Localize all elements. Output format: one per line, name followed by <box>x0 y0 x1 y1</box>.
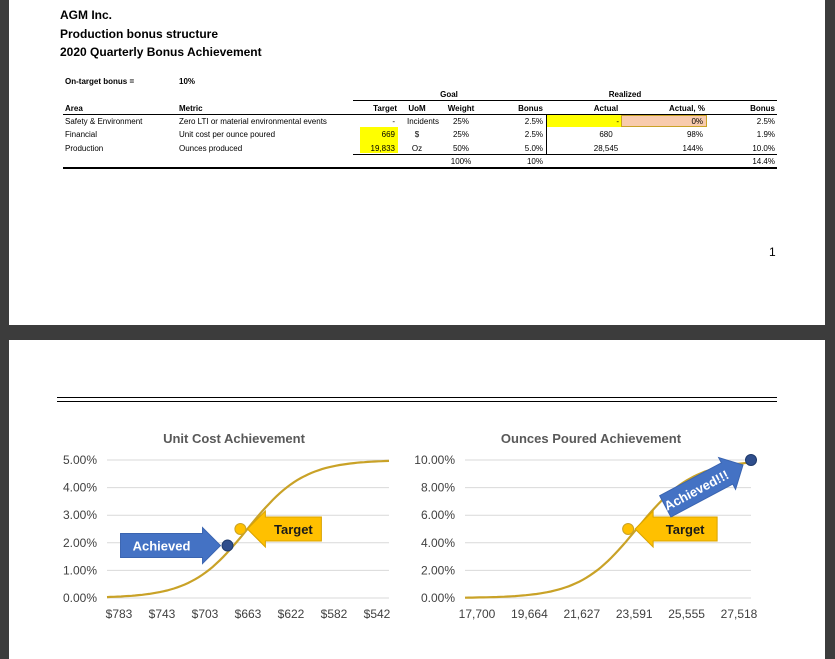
header-underline <box>63 114 777 115</box>
chart2-target-label: Target <box>666 522 705 537</box>
page-number: 1 <box>769 245 776 259</box>
totals-line <box>353 154 777 155</box>
bonus-divider <box>546 115 547 155</box>
realized-group-label: Realized <box>608 90 642 99</box>
chart2-achieved-point <box>745 454 757 466</box>
chart2-y-tick: 6.00% <box>421 508 455 522</box>
row1-area: Safety & Environment <box>65 117 143 126</box>
chart1-y-tick: 3.00% <box>63 508 97 522</box>
row2-actual: 680 <box>599 130 613 139</box>
on-target-value: 10% <box>179 77 196 86</box>
row3-weight: 50% <box>452 144 469 153</box>
col-bonus-realized: Bonus <box>750 104 775 113</box>
chart2-x-tick: 19,664 <box>511 607 548 621</box>
report-subtitle: Production bonus structure <box>60 27 219 41</box>
row2-weight: 25% <box>452 130 469 139</box>
row2-actual-pct: 98% <box>686 130 703 139</box>
row2-bonus-realized: 1.9% <box>756 130 775 139</box>
top-rule-1 <box>57 397 777 398</box>
chart1-target-arrow: Target <box>246 509 322 549</box>
target-highlight-cell-1 <box>360 127 398 140</box>
col-bonus: Bonus <box>518 104 543 113</box>
chart1-achieved-point <box>221 539 234 552</box>
top-rule-2 <box>57 401 777 402</box>
chart2-y-tick: 2.00% <box>421 563 455 577</box>
row1-bonus: 2.5% <box>524 117 543 126</box>
actual-highlight-cell <box>546 115 621 127</box>
chart1-x-tick: $542 <box>364 607 391 621</box>
chart1-achieved-label: Achieved <box>133 539 191 554</box>
row2-area: Financial <box>65 130 98 139</box>
chart1-achieved-arrow: Achieved <box>120 526 222 565</box>
row3-bonus-realized: 10.0% <box>752 144 775 153</box>
chart2-x-tick: 17,700 <box>459 607 496 621</box>
row1-metric: Zero LTI or material environmental event… <box>179 117 327 126</box>
chart1-x-tick: $663 <box>235 607 262 621</box>
col-actual: Actual <box>593 104 619 113</box>
row3-area: Production <box>65 144 104 153</box>
col-actual-pct: Actual, % <box>668 104 705 113</box>
row3-uom: Oz <box>411 144 423 153</box>
row2-uom: $ <box>414 130 420 139</box>
row3-bonus: 5.0% <box>524 144 543 153</box>
chart2-x-tick: 25,555 <box>668 607 705 621</box>
chart1-x-tick: $582 <box>321 607 348 621</box>
chart1-title: Unit Cost Achievement <box>163 431 305 446</box>
col-target: Target <box>373 104 397 113</box>
chart1-y-tick: 5.00% <box>63 453 97 467</box>
row3-target: 19,833 <box>370 144 395 153</box>
row3-actual: 28,545 <box>593 144 619 153</box>
chart2-y-tick: 4.00% <box>421 536 455 550</box>
row2-bonus: 2.5% <box>524 130 543 139</box>
charts-area: Unit Cost Achievement Ounces Poured Achi… <box>63 431 758 621</box>
row1-target: - <box>392 117 395 126</box>
col-weight: Weight <box>447 104 475 113</box>
chart1-y-tick: 1.00% <box>63 563 97 577</box>
chart1-x-tick: $783 <box>106 607 133 621</box>
row2-target: 669 <box>381 130 395 139</box>
chart1-x-tick: $743 <box>149 607 176 621</box>
target-highlight-cell-2 <box>360 140 398 153</box>
row1-actual: - <box>616 117 619 126</box>
chart2-target-point <box>622 523 635 535</box>
total-bonus-realized: 14.4% <box>752 157 775 166</box>
group-underline <box>353 100 777 101</box>
chart2-y-tick: 10.00% <box>414 453 455 467</box>
chart1-y-tick: 0.00% <box>63 591 97 605</box>
row3-actual-pct: 144% <box>682 144 703 153</box>
total-weight: 100% <box>450 157 472 166</box>
chart2-x-tick: 27,518 <box>721 607 758 621</box>
on-target-label: On-target bonus = <box>65 77 135 86</box>
row1-uom: Incidents <box>406 117 440 126</box>
goal-group-label: Goal <box>440 90 458 99</box>
company-name: AGM Inc. <box>60 8 113 22</box>
row1-actual-pct: 0% <box>691 117 703 126</box>
total-bonus: 10% <box>526 157 543 166</box>
row1-bonus-realized: 2.5% <box>756 117 775 126</box>
chart1-y-tick: 4.00% <box>63 481 97 495</box>
report-page-2: Unit Cost Achievement Ounces Poured Achi… <box>9 340 825 659</box>
col-metric: Metric <box>179 104 203 113</box>
chart2-title: Ounces Poured Achievement <box>501 431 682 446</box>
report-page-1: AGM Inc. Production bonus structure 2020… <box>9 0 825 325</box>
report-title: 2020 Quarterly Bonus Achievement <box>60 45 262 59</box>
col-area: Area <box>65 104 83 113</box>
actual-pct-highlight-cell <box>621 115 707 127</box>
row2-metric: Unit cost per ounce poured <box>179 130 276 139</box>
chart2-y-tick: 8.00% <box>421 481 455 495</box>
chart1-y-tick: 2.00% <box>63 536 97 550</box>
chart1-target-label: Target <box>274 522 313 537</box>
chart2-x-tick: 23,591 <box>616 607 653 621</box>
table-bottom-rule <box>63 167 777 169</box>
row3-metric: Ounces produced <box>179 144 243 153</box>
row1-weight: 25% <box>452 117 469 126</box>
chart1-x-tick: $703 <box>192 607 219 621</box>
chart1-x-tick: $622 <box>278 607 305 621</box>
chart2-target-arrow: Target <box>634 509 718 549</box>
col-uom: UoM <box>408 104 426 113</box>
chart2-x-tick: 21,627 <box>563 607 600 621</box>
chart2-y-tick: 0.00% <box>421 591 455 605</box>
chart1-target-point <box>234 523 247 535</box>
